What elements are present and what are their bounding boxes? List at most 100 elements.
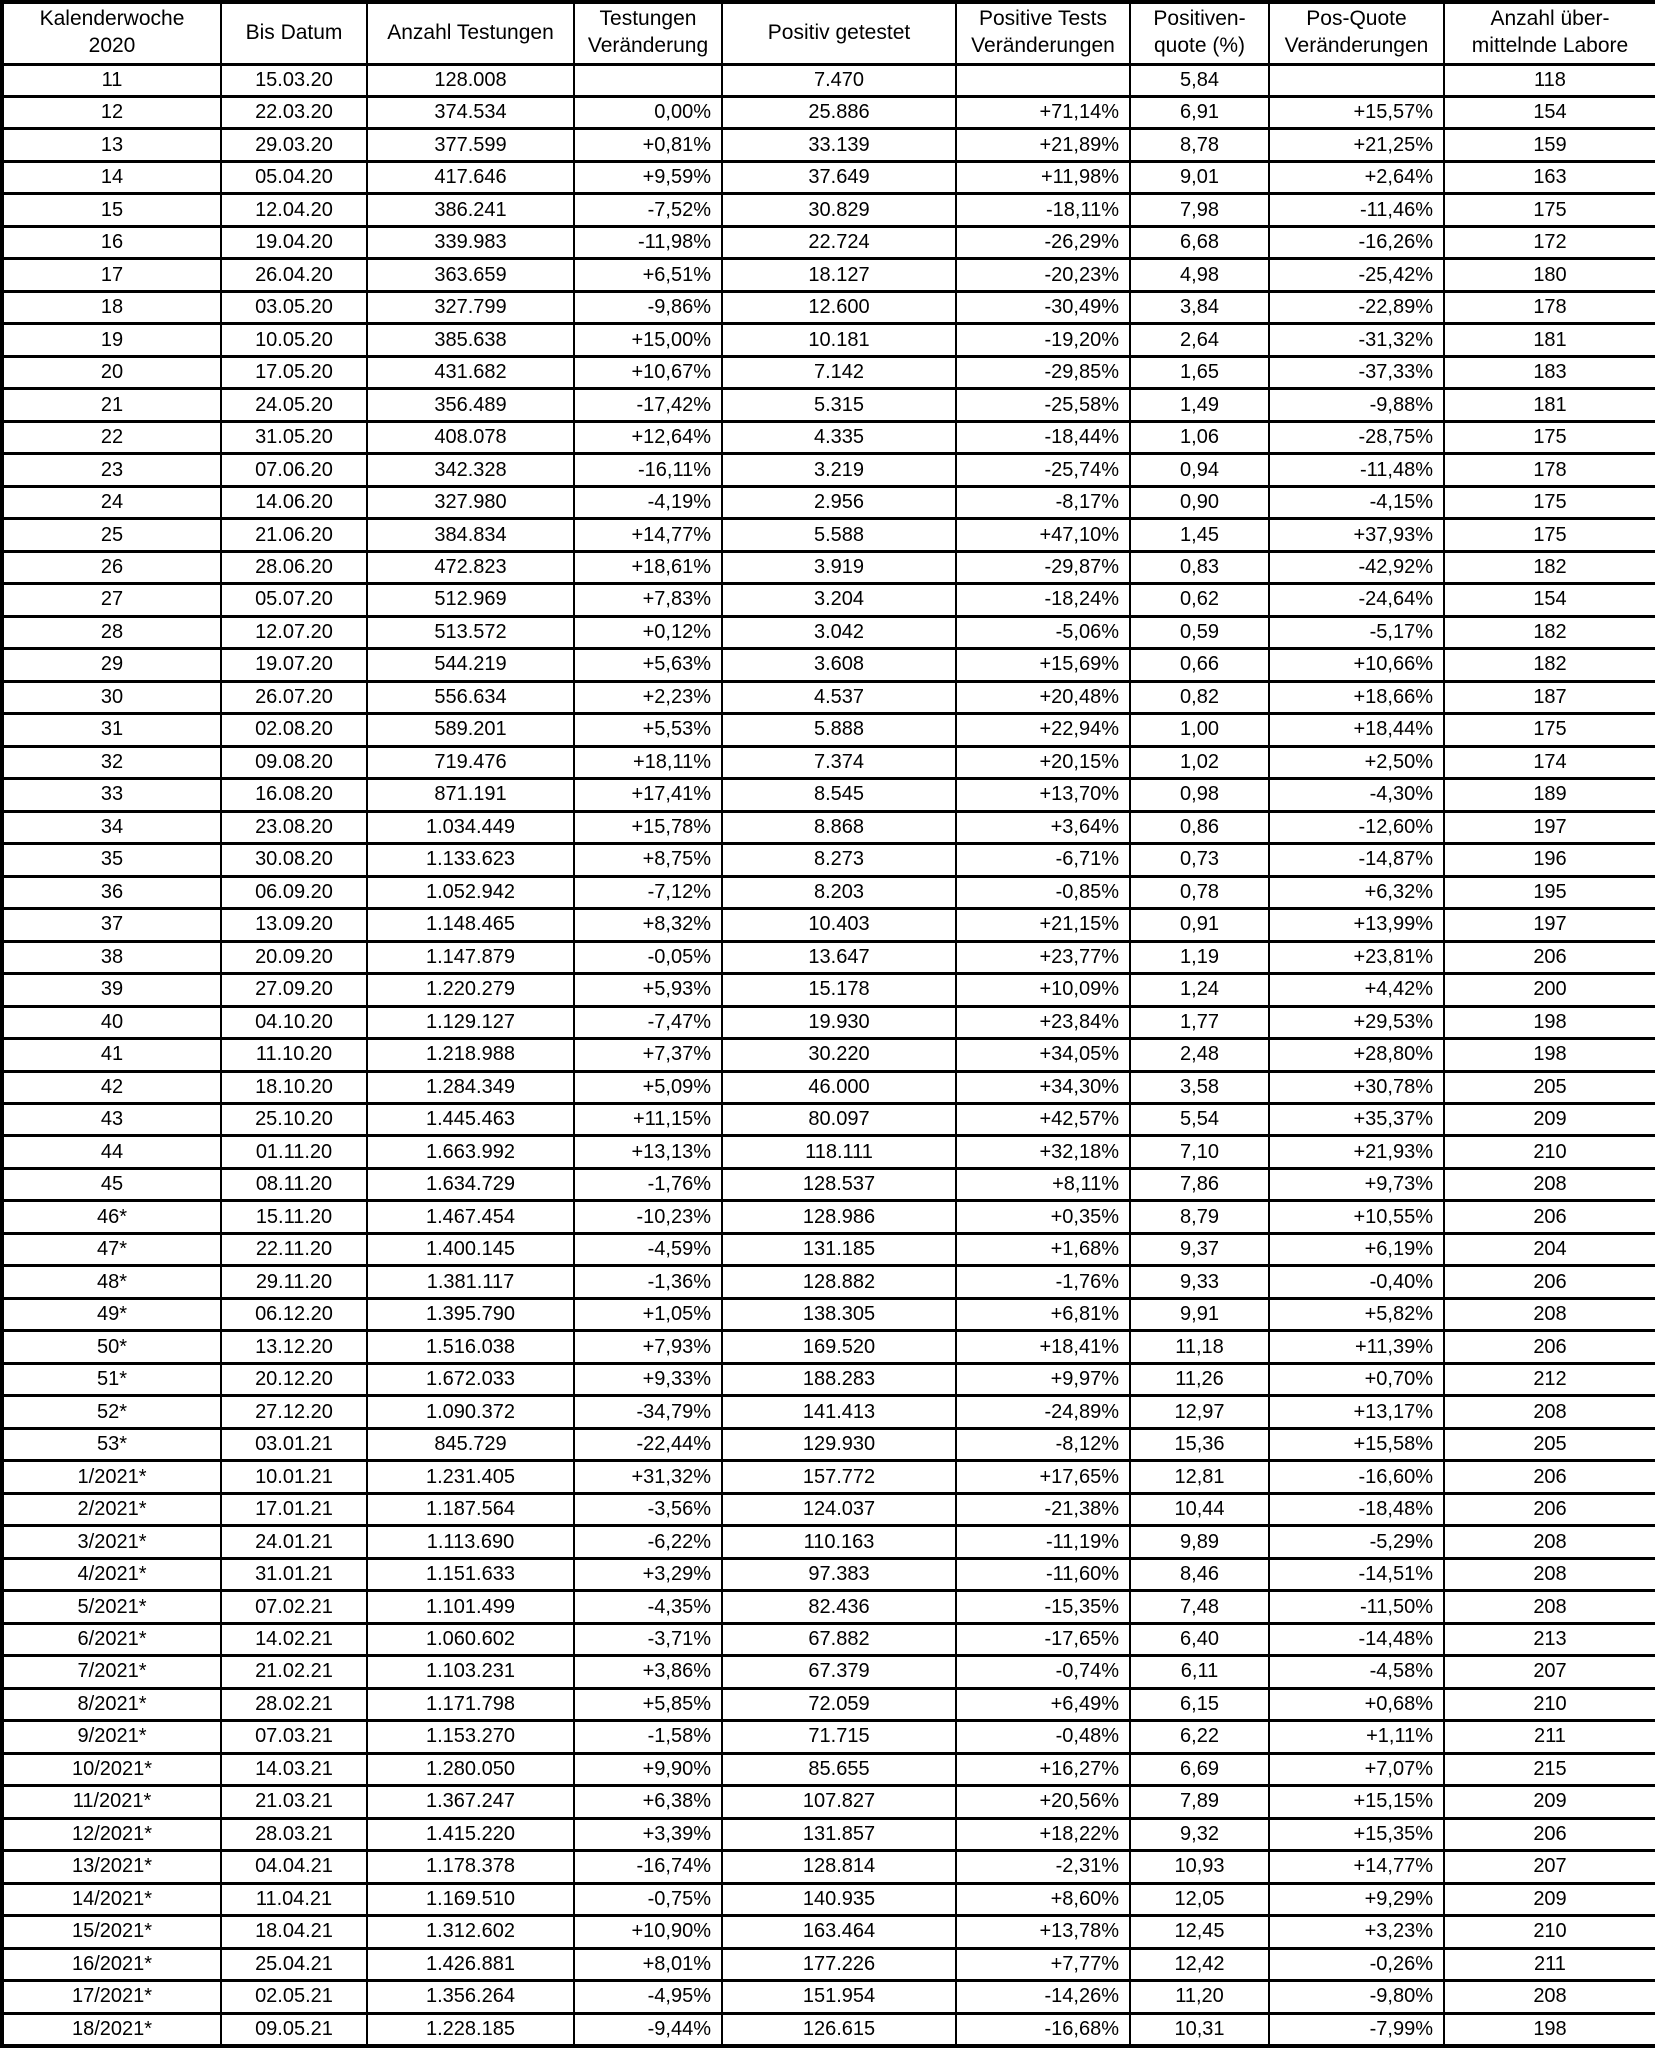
cell-anzahl-uebermittelnde-labore: 175 (1443, 419, 1655, 456)
table-row: 48* 29.11.20 1.381.117 -1,36% 128.882 -1,76% 9… (1, 1264, 1655, 1300)
table-row: 26 28.06.20 472.823 +18,61% 3.919 -29,87% 0,83… (1, 549, 1655, 586)
cell-positive-tests-veraenderungen: +34,30% (955, 1069, 1131, 1106)
cell-positivenquote: 0,62 (1129, 582, 1270, 618)
cell-kalenderwoche: 42 (1, 1069, 222, 1106)
cell-positive-tests-veraenderungen: -0,74% (955, 1654, 1131, 1690)
cell-pos-quote-veraenderungen: +4,42% (1268, 972, 1445, 1008)
cell-positiv-getestet: 4.537 (721, 679, 957, 716)
cell-anzahl-testungen: 327.799 (366, 289, 575, 326)
cell-bis-datum: 29.03.20 (220, 127, 368, 163)
cell-positive-tests-veraenderungen: -20,23% (955, 257, 1131, 293)
cell-anzahl-uebermittelnde-labore: 197 (1443, 809, 1655, 846)
cell-kalenderwoche: 41 (1, 1037, 222, 1073)
cell-anzahl-testungen: 384.834 (366, 517, 575, 553)
cell-anzahl-testungen: 1.381.117 (366, 1264, 575, 1300)
cell-anzahl-uebermittelnde-labore: 208 (1443, 1979, 1655, 2015)
cell-bis-datum: 13.12.20 (220, 1329, 368, 1365)
cell-anzahl-testungen: 1.034.449 (366, 809, 575, 846)
cell-kalenderwoche: 9/2021* (1, 1719, 222, 1755)
cell-positivenquote: 1,19 (1129, 939, 1270, 976)
cell-anzahl-uebermittelnde-labore: 197 (1443, 907, 1655, 943)
cell-bis-datum: 28.06.20 (220, 549, 368, 586)
cell-positiv-getestet: 7.374 (721, 744, 957, 781)
cell-anzahl-testungen: 1.395.790 (366, 1296, 575, 1333)
cell-kalenderwoche: 40 (1, 1004, 222, 1041)
cell-pos-quote-veraenderungen: +10,66% (1268, 647, 1445, 683)
table-row: 11/2021* 21.03.21 1.367.247 +6,38% 107.827 +2… (1, 1784, 1655, 1820)
cell-bis-datum: 02.08.20 (220, 712, 368, 748)
cell-bis-datum: 22.11.20 (220, 1231, 368, 1268)
cell-bis-datum: 23.08.20 (220, 809, 368, 846)
cell-positivenquote: 12,45 (1129, 1914, 1270, 1950)
table-row: 37 13.09.20 1.148.465 +8,32% 10.403 +21,15% 0,… (1, 907, 1655, 943)
table-row: 45 08.11.20 1.634.729 -1,76% 128.537 +8,11% 7,… (1, 1166, 1655, 1203)
cell-testungen-veraenderung: -34,79% (573, 1394, 723, 1430)
cell-positivenquote: 12,81 (1129, 1459, 1270, 1495)
table-row: 52* 27.12.20 1.090.372 -34,79% 141.413 -24,89… (1, 1394, 1655, 1430)
cell-anzahl-uebermittelnde-labore: 208 (1443, 1296, 1655, 1333)
cell-kalenderwoche: 27 (1, 582, 222, 618)
cell-positivenquote: 1,06 (1129, 419, 1270, 456)
cell-anzahl-uebermittelnde-labore: 205 (1443, 1426, 1655, 1463)
cell-positiv-getestet: 107.827 (721, 1784, 957, 1820)
cell-anzahl-uebermittelnde-labore: 204 (1443, 1231, 1655, 1268)
cell-positive-tests-veraenderungen: -5,06% (955, 614, 1131, 651)
cell-pos-quote-veraenderungen: +18,44% (1268, 712, 1445, 748)
cell-pos-quote-veraenderungen: +15,57% (1268, 94, 1445, 131)
cell-anzahl-uebermittelnde-labore: 181 (1443, 387, 1655, 423)
cell-positivenquote: 10,44 (1129, 1491, 1270, 1528)
cell-bis-datum: 27.12.20 (220, 1394, 368, 1430)
cell-kalenderwoche: 43 (1, 1101, 222, 1138)
cell-anzahl-testungen: 356.489 (366, 387, 575, 423)
cell-positivenquote: 1,24 (1129, 972, 1270, 1008)
cell-bis-datum: 13.09.20 (220, 907, 368, 943)
cell-kalenderwoche: 17 (1, 257, 222, 293)
cell-pos-quote-veraenderungen (1268, 62, 1445, 99)
cell-anzahl-testungen: 1.367.247 (366, 1784, 575, 1820)
cell-anzahl-testungen: 1.284.349 (366, 1069, 575, 1106)
cell-pos-quote-veraenderungen: +10,55% (1268, 1199, 1445, 1235)
cell-positiv-getestet: 5.588 (721, 517, 957, 553)
cell-bis-datum: 25.10.20 (220, 1101, 368, 1138)
cell-kalenderwoche: 16 (1, 224, 222, 261)
cell-pos-quote-veraenderungen: +11,39% (1268, 1329, 1445, 1365)
cell-positive-tests-veraenderungen: +20,56% (955, 1784, 1131, 1820)
cell-testungen-veraenderung: +15,78% (573, 809, 723, 846)
cell-kalenderwoche: 2/2021* (1, 1491, 222, 1528)
cell-kalenderwoche: 10/2021* (1, 1751, 222, 1788)
table-row: 53* 03.01.21 845.729 -22,44% 129.930 -8,12% 15… (1, 1426, 1655, 1463)
cell-positive-tests-veraenderungen: +9,97% (955, 1361, 1131, 1398)
cell-bis-datum: 06.09.20 (220, 874, 368, 911)
cell-pos-quote-veraenderungen: +35,37% (1268, 1101, 1445, 1138)
cell-kalenderwoche: 6/2021* (1, 1621, 222, 1658)
cell-testungen-veraenderung: +18,61% (573, 549, 723, 586)
cell-kalenderwoche: 20 (1, 354, 222, 391)
cell-testungen-veraenderung: -11,98% (573, 224, 723, 261)
cell-positivenquote: 11,20 (1129, 1979, 1270, 2015)
cell-testungen-veraenderung: -17,42% (573, 387, 723, 423)
table-row: 16/2021* 25.04.21 1.426.881 +8,01% 177.226 +7… (1, 1946, 1655, 1983)
cell-anzahl-uebermittelnde-labore: 172 (1443, 224, 1655, 261)
cell-positive-tests-veraenderungen: +21,15% (955, 907, 1131, 943)
cell-kalenderwoche: 13/2021* (1, 1849, 222, 1885)
table-row: 13/2021* 04.04.21 1.178.378 -16,74% 128.814-… (1, 1849, 1655, 1885)
cell-positivenquote: 7,86 (1129, 1166, 1270, 1203)
cell-testungen-veraenderung: +7,93% (573, 1329, 723, 1365)
cell-bis-datum: 24.05.20 (220, 387, 368, 423)
cell-pos-quote-veraenderungen: +21,25% (1268, 127, 1445, 163)
cell-pos-quote-veraenderungen: -11,48% (1268, 452, 1445, 488)
cell-positiv-getestet: 151.954 (721, 1979, 957, 2015)
cell-testungen-veraenderung: +3,29% (573, 1556, 723, 1593)
cell-positive-tests-veraenderungen: +6,49% (955, 1686, 1131, 1723)
cell-positivenquote: 15,36 (1129, 1426, 1270, 1463)
cell-pos-quote-veraenderungen: -16,26% (1268, 224, 1445, 261)
cell-pos-quote-veraenderungen: -31,32% (1268, 322, 1445, 358)
table-row: 2/2021* 17.01.21 1.187.564 -3,56% 124.037 -21… (1, 1491, 1655, 1528)
cell-kalenderwoche: 28 (1, 614, 222, 651)
cell-positivenquote: 10,93 (1129, 1849, 1270, 1885)
cell-positivenquote: 0,94 (1129, 452, 1270, 488)
cell-pos-quote-veraenderungen: +6,19% (1268, 1231, 1445, 1268)
cell-positivenquote: 1,77 (1129, 1004, 1270, 1041)
cell-positivenquote: 3,84 (1129, 289, 1270, 326)
cell-kalenderwoche: 5/2021* (1, 1589, 222, 1625)
